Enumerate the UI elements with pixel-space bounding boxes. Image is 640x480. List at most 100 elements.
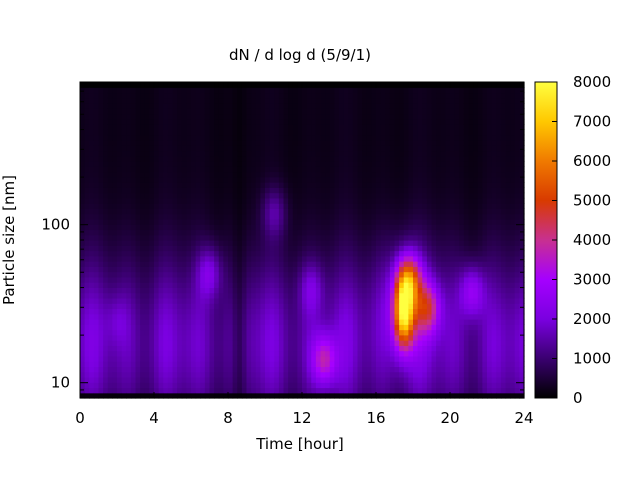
heat-cell bbox=[117, 313, 123, 320]
heat-cell bbox=[320, 229, 326, 236]
heat-cell bbox=[413, 176, 419, 183]
heat-cell bbox=[228, 392, 234, 399]
heat-cell bbox=[450, 176, 456, 183]
heat-cell bbox=[177, 350, 183, 357]
heat-cell bbox=[348, 87, 354, 94]
heat-cell bbox=[181, 92, 187, 99]
heat-cell bbox=[140, 366, 146, 373]
heat-cell bbox=[154, 166, 160, 173]
heat-cell bbox=[121, 229, 127, 236]
heat-cell bbox=[306, 124, 312, 130]
heat-cell bbox=[80, 340, 86, 346]
heat-cell bbox=[130, 182, 137, 188]
heat-cell bbox=[186, 266, 192, 273]
heat-cell bbox=[431, 171, 437, 178]
heat-cell bbox=[98, 276, 104, 283]
heat-cell bbox=[376, 371, 382, 378]
heat-cell bbox=[84, 150, 90, 157]
heat-cell bbox=[117, 176, 123, 183]
heat-cell bbox=[135, 282, 141, 288]
heat-cell bbox=[181, 197, 187, 204]
heat-cell bbox=[107, 155, 113, 162]
heat-cell bbox=[246, 250, 252, 257]
heat-cell bbox=[426, 340, 433, 346]
heat-cell bbox=[403, 313, 409, 320]
heat-cell bbox=[200, 350, 206, 357]
heat-cell bbox=[445, 118, 451, 125]
heat-cell bbox=[288, 313, 294, 320]
heat-cell bbox=[107, 361, 113, 367]
heat-cell bbox=[112, 208, 118, 215]
heat-cell bbox=[177, 319, 183, 325]
heat-cell bbox=[288, 218, 294, 225]
heat-cell bbox=[325, 376, 331, 383]
heat-cell bbox=[413, 345, 419, 352]
heat-cell bbox=[89, 366, 95, 373]
heat-cell bbox=[283, 387, 289, 394]
heat-cell bbox=[163, 282, 169, 288]
heat-cell bbox=[426, 319, 433, 325]
heat-cell bbox=[306, 113, 312, 120]
heat-cell bbox=[403, 266, 409, 273]
heat-cell bbox=[329, 308, 335, 315]
heat-cell bbox=[218, 103, 224, 109]
heat-cell bbox=[144, 197, 150, 204]
heat-cell bbox=[177, 392, 183, 399]
heat-cell bbox=[399, 134, 405, 141]
heat-cell bbox=[288, 340, 294, 346]
heat-cell bbox=[232, 82, 238, 88]
heat-cell bbox=[297, 334, 303, 341]
heat-cell bbox=[158, 313, 164, 320]
heat-cell bbox=[167, 155, 174, 162]
heat-cell bbox=[80, 124, 86, 130]
heat-cell bbox=[200, 361, 206, 367]
heat-cell bbox=[362, 245, 368, 252]
heat-cell bbox=[385, 161, 391, 167]
heat-cell bbox=[103, 308, 109, 315]
heat-cell bbox=[135, 182, 141, 188]
heat-cell bbox=[292, 240, 298, 246]
heat-cell bbox=[440, 313, 446, 320]
heat-cell bbox=[288, 208, 294, 215]
heat-cell bbox=[371, 97, 377, 104]
heat-cell bbox=[376, 303, 382, 310]
heat-cell bbox=[440, 308, 446, 315]
heat-cell bbox=[343, 371, 349, 378]
heat-cell bbox=[366, 324, 372, 331]
heat-cell bbox=[158, 276, 164, 283]
heat-cell bbox=[195, 250, 201, 257]
heat-cell bbox=[89, 324, 95, 331]
heat-cell bbox=[103, 103, 109, 109]
heat-cell bbox=[223, 208, 229, 215]
heat-cell bbox=[172, 366, 178, 373]
heat-cell bbox=[385, 129, 391, 136]
heat-cell bbox=[315, 355, 322, 362]
heat-cell bbox=[251, 87, 257, 94]
heat-cell bbox=[103, 361, 109, 367]
heat-cell bbox=[255, 129, 261, 136]
heat-cell bbox=[380, 229, 386, 236]
heat-cell bbox=[426, 350, 433, 357]
heat-cell bbox=[339, 155, 345, 162]
heat-cell bbox=[459, 308, 465, 315]
heat-cell bbox=[394, 134, 400, 141]
heat-cell bbox=[362, 297, 368, 304]
heat-cell bbox=[288, 292, 294, 299]
heat-cell bbox=[376, 276, 382, 283]
heat-cell bbox=[265, 166, 271, 173]
heat-cell bbox=[297, 150, 303, 157]
heat-cell bbox=[302, 350, 308, 357]
heat-cell bbox=[149, 250, 155, 257]
heat-cell bbox=[380, 261, 386, 267]
heat-cell bbox=[195, 197, 201, 204]
heat-cell bbox=[121, 392, 127, 399]
heat-cell bbox=[459, 340, 465, 346]
heat-cell bbox=[325, 118, 331, 125]
heat-cell bbox=[232, 166, 238, 173]
heat-cell bbox=[84, 261, 90, 267]
heat-cell bbox=[265, 92, 271, 99]
heat-cell bbox=[311, 255, 317, 262]
heat-cell bbox=[389, 182, 396, 188]
heat-cell bbox=[177, 134, 183, 141]
heat-cell bbox=[348, 82, 354, 88]
